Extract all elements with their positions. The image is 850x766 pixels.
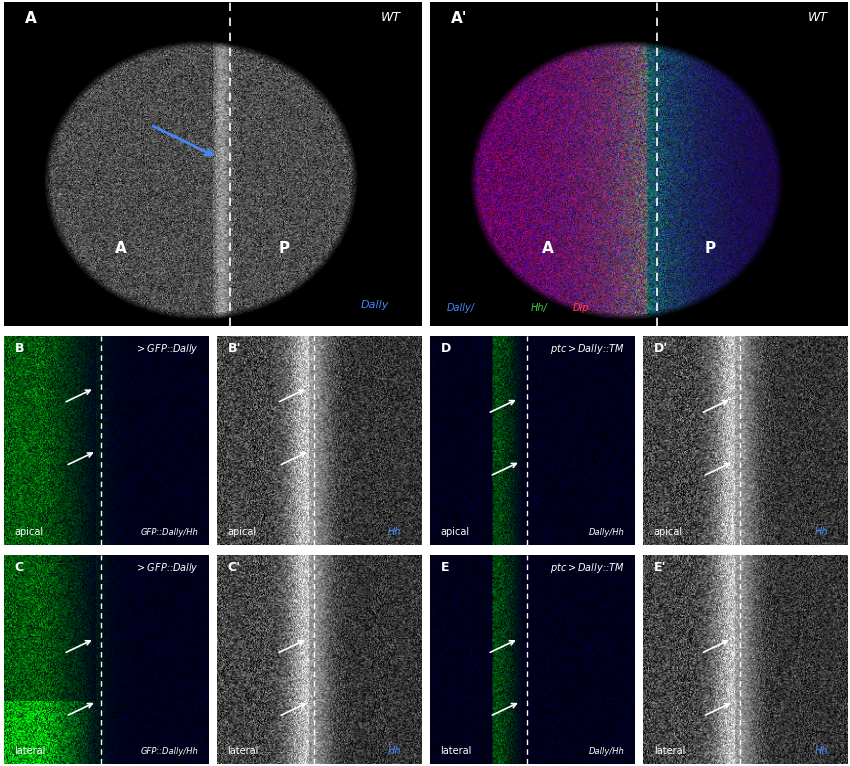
Text: apical: apical xyxy=(654,527,683,537)
Text: apical: apical xyxy=(228,527,257,537)
Text: E': E' xyxy=(654,561,666,574)
Text: Hh: Hh xyxy=(388,746,402,756)
Text: lateral: lateral xyxy=(654,746,685,756)
Text: A': A' xyxy=(451,11,468,26)
Text: GFP::Dally/Hh: GFP::Dally/Hh xyxy=(141,528,199,537)
Text: $>$GFP::Dally: $>$GFP::Dally xyxy=(135,342,199,356)
Text: A: A xyxy=(116,241,128,256)
Text: apical: apical xyxy=(14,527,43,537)
Text: $ptc$$>$Dally::TM: $ptc$$>$Dally::TM xyxy=(550,561,625,575)
Text: Dlp: Dlp xyxy=(572,303,589,313)
Text: B: B xyxy=(14,342,24,355)
Text: WT: WT xyxy=(382,11,401,25)
Text: Dally/Hh: Dally/Hh xyxy=(589,528,625,537)
Text: apical: apical xyxy=(440,527,470,537)
Text: D': D' xyxy=(654,342,668,355)
Text: Dally/Hh: Dally/Hh xyxy=(589,747,625,756)
Text: $ptc$$>$Dally::TM: $ptc$$>$Dally::TM xyxy=(550,342,625,356)
Text: P: P xyxy=(279,241,290,256)
Text: B': B' xyxy=(228,342,241,355)
Text: Hh: Hh xyxy=(814,527,828,537)
Text: A: A xyxy=(26,11,37,26)
Text: Hh: Hh xyxy=(388,527,402,537)
Text: A: A xyxy=(541,241,553,256)
Text: C': C' xyxy=(228,561,241,574)
Text: D: D xyxy=(440,342,450,355)
Text: Hh/: Hh/ xyxy=(530,303,547,313)
Text: Dally: Dally xyxy=(360,300,388,309)
Text: E: E xyxy=(440,561,449,574)
Text: WT: WT xyxy=(808,11,827,25)
Text: C: C xyxy=(14,561,24,574)
Text: lateral: lateral xyxy=(440,746,472,756)
Text: P: P xyxy=(705,241,716,256)
Text: lateral: lateral xyxy=(14,746,46,756)
Text: Dally/: Dally/ xyxy=(447,303,475,313)
Text: GFP::Dally/Hh: GFP::Dally/Hh xyxy=(141,747,199,756)
Text: lateral: lateral xyxy=(228,746,259,756)
Text: $>$GFP::Dally: $>$GFP::Dally xyxy=(135,561,199,575)
Text: Hh: Hh xyxy=(814,746,828,756)
